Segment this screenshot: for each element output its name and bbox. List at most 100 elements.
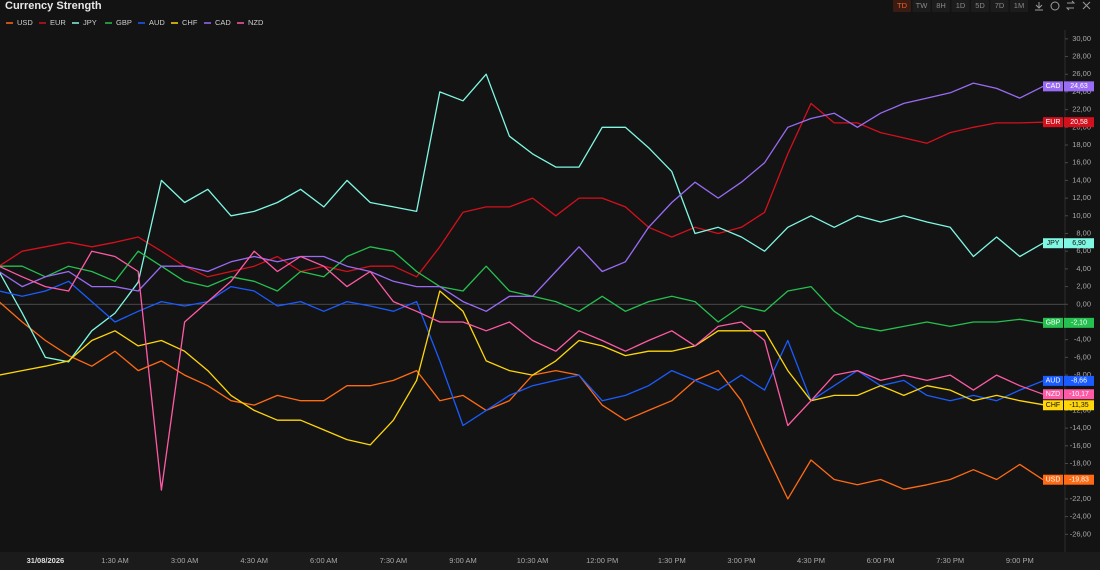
end-value-box [1064, 400, 1094, 411]
series-line [0, 280, 1044, 427]
end-name-box [1043, 317, 1063, 328]
close-icon[interactable] [1082, 1, 1091, 10]
download-icon[interactable] [1035, 2, 1043, 11]
series-line [0, 246, 1044, 332]
end-name-box [1043, 238, 1063, 249]
x-tick-label: 9:00 PM [1006, 556, 1034, 565]
y-tick-label: -16,00 [1070, 441, 1091, 450]
end-name: JPY [1047, 240, 1060, 247]
legend-label[interactable]: JPY [83, 18, 97, 27]
timeframe-button[interactable] [932, 0, 950, 12]
end-value-label: -10,17 [1069, 391, 1089, 398]
x-tick-label: 6:00 AM [310, 556, 338, 565]
x-tick-label: 3:00 PM [727, 556, 755, 565]
timeframe-button[interactable] [912, 0, 931, 12]
end-labels: USD -19,83 EUR 20,58 JPY 6,90 GBP -2,10 AUD -8,66… [1043, 81, 1094, 485]
x-tick-label: 6:00 PM [867, 556, 895, 565]
timeframe-button[interactable] [893, 0, 911, 12]
y-tick-label: 24,00 [1072, 87, 1091, 96]
end-value-label: 24,63 [1070, 83, 1088, 90]
series-line [0, 102, 1044, 278]
end-value-label: -11,35 [1069, 402, 1088, 409]
x-tick-label: 12:00 PM [586, 556, 618, 565]
end-value-label: 6,90 [1072, 240, 1086, 247]
timeframe-label[interactable]: 5D [975, 1, 985, 10]
end-name-box [1043, 474, 1063, 485]
help-icon[interactable] [1050, 1, 1060, 11]
end-value-box [1064, 81, 1094, 92]
end-value-box [1064, 317, 1094, 328]
end-name-box [1043, 375, 1063, 386]
legend-label[interactable]: NZD [248, 18, 264, 27]
legend: USD EUR JPY GBP AUD CHF CAD NZD [6, 18, 264, 27]
end-value-box [1064, 117, 1094, 128]
y-tick-label: 2,00 [1076, 282, 1091, 291]
timeframe-label[interactable]: 7D [995, 1, 1005, 10]
x-tick-label: 4:30 AM [240, 556, 268, 565]
end-value-label: -2,10 [1071, 320, 1087, 327]
axes: 30,0028,0026,0024,0022,0020,0018,0016,00… [27, 34, 1091, 565]
swap-icon[interactable] [1065, 0, 1076, 11]
end-name: AUD [1046, 378, 1061, 385]
y-tick-label: 4,00 [1076, 264, 1091, 273]
end-name: USD [1046, 477, 1061, 484]
end-name: CAD [1046, 83, 1061, 90]
end-value-box [1064, 474, 1094, 485]
timeframe-label[interactable]: 8H [936, 1, 946, 10]
y-tick-label: -14,00 [1070, 423, 1091, 432]
y-tick-label: 14,00 [1072, 175, 1091, 184]
end-value-label: 20,58 [1070, 119, 1088, 126]
toolbar-icons [1035, 0, 1091, 11]
toolbar: TD TW 8H 1D 5D 7D 1M [893, 0, 1028, 12]
y-tick-label: 18,00 [1072, 140, 1091, 149]
x-tick-label: 7:30 PM [936, 556, 964, 565]
end-name: GBP [1046, 320, 1061, 327]
y-tick-label: -6,00 [1074, 352, 1091, 361]
end-name-box [1043, 389, 1063, 400]
chart-title: Currency Strength [5, 0, 102, 12]
y-tick-label: 10,00 [1072, 211, 1091, 220]
y-tick-label: -22,00 [1070, 494, 1091, 503]
timeframe-label[interactable]: TD [897, 1, 908, 10]
timeframe-button[interactable] [951, 0, 970, 12]
y-tick-label: 0,00 [1076, 299, 1091, 308]
x-tick-label: 1:30 PM [658, 556, 686, 565]
legend-label[interactable]: EUR [50, 18, 66, 27]
y-tick-label: -8,00 [1074, 370, 1091, 379]
legend-label[interactable]: USD [17, 18, 33, 27]
x-tick-label: 31/08/2026 [27, 556, 65, 565]
timeframe-button[interactable] [971, 0, 989, 12]
timeframe-label[interactable]: 1D [956, 1, 966, 10]
timeframe-label[interactable]: TW [916, 1, 929, 10]
end-value-label: -8,66 [1071, 378, 1087, 385]
timeframe-button[interactable] [990, 0, 1009, 12]
legend-label[interactable]: GBP [116, 18, 132, 27]
x-tick-label: 3:00 AM [171, 556, 199, 565]
series-line [0, 250, 1044, 491]
end-name-box [1043, 81, 1063, 92]
y-tick-label: 28,00 [1072, 52, 1091, 61]
x-tick-label: 1:30 AM [101, 556, 129, 565]
end-value-label: -19,83 [1069, 477, 1089, 484]
x-tick-label: 9:00 AM [449, 556, 477, 565]
timeframe-label[interactable]: 1M [1014, 1, 1024, 10]
x-tick-label: 10:30 AM [517, 556, 549, 565]
y-tick-label: 12,00 [1072, 193, 1091, 202]
legend-label[interactable]: CAD [215, 18, 231, 27]
legend-label[interactable]: CHF [182, 18, 198, 27]
y-tick-label: 16,00 [1072, 158, 1091, 167]
end-name-box [1043, 117, 1063, 128]
end-name: CHF [1046, 402, 1060, 409]
x-tick-label: 4:30 PM [797, 556, 825, 565]
y-tick-label: 30,00 [1072, 34, 1091, 43]
end-name: EUR [1046, 119, 1061, 126]
end-value-box [1064, 389, 1094, 400]
series-line [0, 301, 1044, 500]
x-axis-strip [0, 552, 1100, 570]
timeframe-button[interactable] [1010, 0, 1028, 12]
legend-label[interactable]: AUD [149, 18, 165, 27]
y-tick-label: 26,00 [1072, 69, 1091, 78]
x-tick-label: 7:30 AM [380, 556, 408, 565]
